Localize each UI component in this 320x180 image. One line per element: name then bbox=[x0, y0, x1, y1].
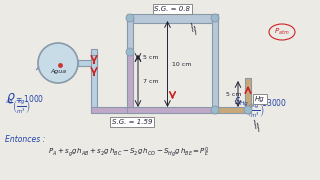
Text: $_{ag}$: $_{ag}$ bbox=[5, 98, 13, 107]
Circle shape bbox=[126, 14, 134, 22]
Bar bbox=[91, 49, 97, 55]
Text: 10 cm: 10 cm bbox=[172, 62, 192, 66]
Circle shape bbox=[211, 106, 219, 114]
Circle shape bbox=[244, 106, 252, 114]
Text: $\left(\frac{kg}{m^3}\right)$: $\left(\frac{kg}{m^3}\right)$ bbox=[246, 102, 264, 120]
Text: 7 cm: 7 cm bbox=[143, 78, 159, 84]
Bar bbox=[91, 107, 133, 113]
Text: $= 13000$: $= 13000$ bbox=[252, 96, 287, 107]
Text: /: / bbox=[252, 120, 260, 130]
Circle shape bbox=[38, 43, 78, 83]
Circle shape bbox=[126, 48, 134, 56]
Text: $S_{Hg}$: $S_{Hg}$ bbox=[234, 95, 249, 109]
Text: $\sim$: $\sim$ bbox=[30, 61, 46, 75]
Bar bbox=[78, 60, 97, 66]
Text: /: / bbox=[255, 123, 263, 133]
Text: $= 1000$: $= 1000$ bbox=[14, 93, 44, 103]
Text: /: / bbox=[192, 26, 200, 36]
Text: Agua: Agua bbox=[50, 69, 66, 73]
Bar bbox=[127, 14, 218, 22]
Text: S.G. = 0.8: S.G. = 0.8 bbox=[155, 6, 190, 12]
Text: 5 cm: 5 cm bbox=[226, 91, 242, 96]
Text: Entonces :: Entonces : bbox=[5, 135, 45, 144]
Bar bbox=[212, 18, 218, 110]
Text: Hg: Hg bbox=[255, 96, 265, 102]
Text: 5 cm: 5 cm bbox=[143, 55, 158, 60]
Bar bbox=[91, 52, 97, 110]
Text: /: / bbox=[189, 23, 196, 33]
Bar bbox=[245, 78, 251, 113]
Circle shape bbox=[211, 14, 219, 22]
Bar bbox=[127, 107, 218, 113]
Text: $P_{atm}$: $P_{atm}$ bbox=[274, 27, 290, 37]
Bar bbox=[212, 107, 251, 113]
Bar bbox=[127, 52, 133, 110]
Bar bbox=[127, 18, 133, 52]
Text: $\varrho$: $\varrho$ bbox=[6, 91, 16, 105]
Text: $\left(\frac{kg}{m^3}\right)$: $\left(\frac{kg}{m^3}\right)$ bbox=[12, 98, 30, 116]
Text: $P_A + s_g g\,h_{AB} + s_2 g\,h_{BC} - S_2 g\,h_{CO} - S_{Hg} g\,h_{BE} = P_E^0$: $P_A + s_g g\,h_{AB} + s_2 g\,h_{BC} - S… bbox=[48, 145, 210, 159]
Text: S.G. = 1.59: S.G. = 1.59 bbox=[112, 119, 152, 125]
